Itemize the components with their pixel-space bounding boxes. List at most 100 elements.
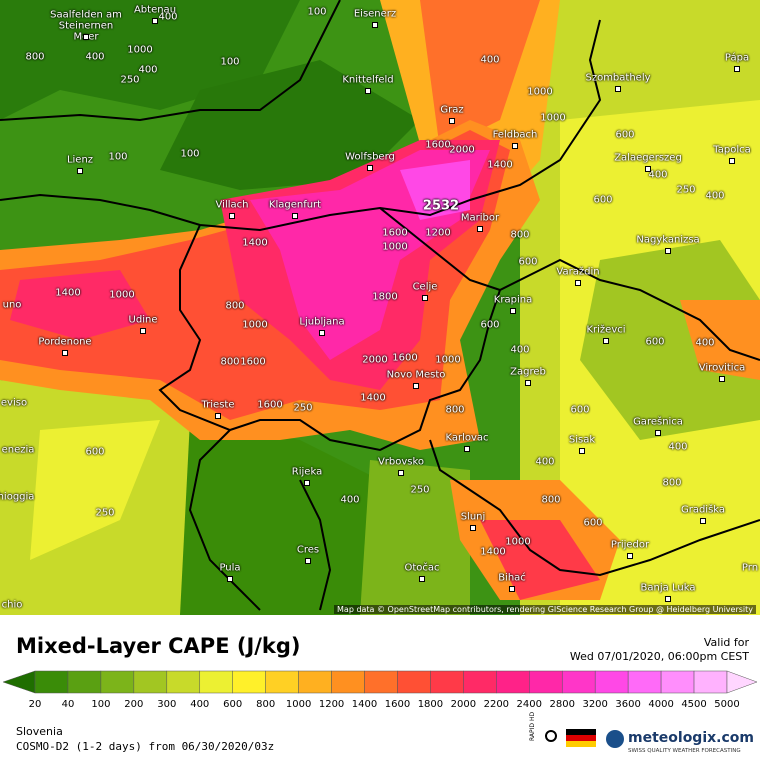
- icon-label: RAPID HD: [529, 712, 536, 741]
- city-label: eviso: [0, 397, 28, 409]
- colorbar-label: 2800: [550, 699, 575, 710]
- contour-label: 400: [85, 51, 105, 63]
- city-label: Zalaegerszeg: [614, 152, 682, 164]
- colorbar-label: 300: [157, 699, 176, 710]
- city-dot: [140, 328, 146, 334]
- contour-label: 1600: [392, 352, 418, 364]
- city-label: Varaždin: [556, 266, 600, 278]
- contour-label: 600: [593, 194, 613, 206]
- city-label: Zagreb: [510, 366, 546, 378]
- city-dot: [422, 295, 428, 301]
- contour-label: 800: [445, 404, 465, 416]
- colorbar-label: 400: [190, 699, 209, 710]
- colorbar-segment: [693, 670, 728, 694]
- contour-label: 1000: [127, 44, 153, 56]
- contour-label: 400: [668, 441, 688, 453]
- city-label: Otočac: [404, 562, 440, 574]
- city-dot: [579, 448, 585, 454]
- city-label: Lienz: [66, 154, 94, 166]
- contour-label: 1000: [242, 319, 268, 331]
- city-label: Szombathely: [585, 72, 651, 84]
- contour-label: 600: [645, 336, 665, 348]
- colorbar-segment: [430, 670, 464, 694]
- city-dot: [719, 376, 725, 382]
- contour-label: 600: [85, 446, 105, 458]
- city-label: Karlovac: [445, 432, 489, 444]
- contour-label: 250: [410, 484, 430, 496]
- city-label: Križevci: [586, 324, 626, 336]
- city-dot: [510, 308, 516, 314]
- search-icon: [545, 730, 557, 742]
- contour-label: 400: [648, 169, 668, 181]
- colorbar-segment: [265, 670, 299, 694]
- city-label: Ljubljana: [299, 316, 345, 328]
- contour-label: 1600: [240, 356, 266, 368]
- city-label: Prijedor: [610, 539, 650, 551]
- city-dot: [292, 213, 298, 219]
- city-label: Wolfsberg: [345, 151, 395, 163]
- contour-label: 100: [307, 6, 327, 18]
- contour-label: 800: [662, 477, 682, 489]
- contour-label: 250: [293, 402, 313, 414]
- city-label: Vrbovsko: [377, 456, 425, 468]
- city-dot: [365, 88, 371, 94]
- city-label: hioggia: [0, 491, 35, 503]
- city-label: Pordenone: [38, 336, 92, 348]
- contour-label: 1000: [540, 112, 566, 124]
- map-fields: [0, 0, 760, 615]
- city-label: Slunj: [460, 511, 486, 523]
- city-label: chio: [1, 599, 23, 611]
- city-label: Bihać: [498, 572, 526, 584]
- contour-label: 100: [108, 151, 128, 163]
- contour-label: 1400: [55, 287, 81, 299]
- colorbar-label: 4000: [648, 699, 673, 710]
- model-run: COSMO-D2 (1-2 days) from 06/30/2020/03z: [16, 740, 274, 753]
- region: Slovenia: [16, 725, 63, 738]
- contour-label: 1000: [505, 536, 531, 548]
- contour-label: 400: [158, 11, 178, 23]
- colorbar-segment: [496, 670, 530, 694]
- contour-label: 1400: [487, 159, 513, 171]
- contour-label: 400: [535, 456, 555, 468]
- colorbar-segment: [561, 670, 596, 694]
- city-dot: [305, 558, 311, 564]
- city-dot: [729, 158, 735, 164]
- city-dot: [227, 576, 233, 582]
- city-dot: [62, 350, 68, 356]
- contour-label: 1400: [242, 237, 268, 249]
- contour-label: 100: [180, 148, 200, 160]
- max-value-label: 2532: [422, 198, 460, 214]
- colorbar-segment: [232, 670, 266, 694]
- colorbar-label: 800: [256, 699, 275, 710]
- colorbar-label: 1400: [352, 699, 377, 710]
- city-dot: [655, 430, 661, 436]
- contour-label: 100: [220, 56, 240, 68]
- contour-label: 400: [480, 54, 500, 66]
- city-label: Udine: [128, 314, 158, 326]
- city-dot: [215, 413, 221, 419]
- colorbar-segment: [529, 670, 563, 694]
- colorbar-end: [2, 670, 36, 694]
- city-label: Villach: [215, 199, 249, 211]
- city-dot: [645, 166, 651, 172]
- city-label: Pápa: [724, 52, 750, 64]
- city-label: Trieste: [201, 399, 235, 411]
- colorbar-label: 1800: [418, 699, 443, 710]
- flag: [566, 729, 596, 735]
- contour-label: 800: [220, 356, 240, 368]
- attribution: Map data © OpenStreetMap contributors, r…: [334, 605, 756, 614]
- colorbar-label: 1200: [319, 699, 344, 710]
- contour-label: 600: [583, 517, 603, 529]
- city-label: Virovitica: [698, 362, 746, 374]
- city-label: Eisenerz: [353, 8, 397, 20]
- contour-label: 1600: [257, 399, 283, 411]
- contour-label: 1000: [109, 289, 135, 301]
- contour-label: 1000: [435, 354, 461, 366]
- colorbar-label: 1000: [286, 699, 311, 710]
- contour-label: 400: [695, 337, 715, 349]
- city-dot: [304, 480, 310, 486]
- colorbar-segment: [133, 670, 168, 694]
- city-dot: [464, 446, 470, 452]
- city-dot: [419, 576, 425, 582]
- city-label: Nagykanizsa: [636, 234, 700, 246]
